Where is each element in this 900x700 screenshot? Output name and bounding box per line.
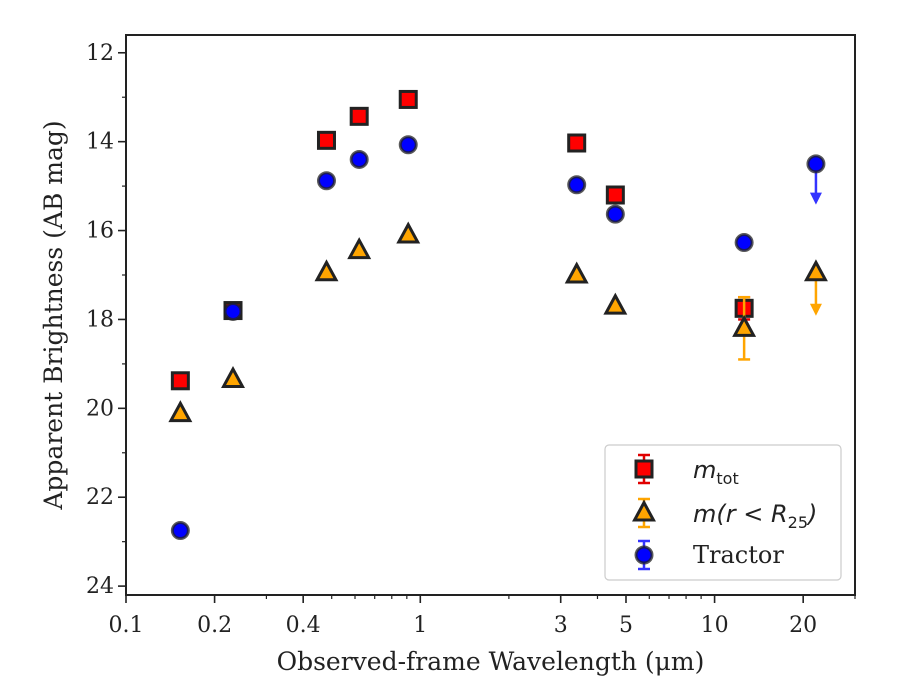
- tractor-point: [605, 204, 625, 224]
- m_tot-point: [316, 130, 336, 150]
- tractor-point: [316, 171, 336, 191]
- tractor-point: [349, 149, 369, 169]
- x-tick-label: 1: [413, 613, 427, 638]
- x-tick-label: 20: [789, 613, 817, 638]
- m_r25-point: [732, 314, 757, 337]
- x-axis-label: Observed-frame Wavelength (μm): [277, 647, 705, 676]
- m_r25-point: [803, 259, 828, 282]
- m_r25-point: [314, 259, 339, 282]
- legend-label-main: m: [693, 456, 716, 484]
- legend-marker-tractor: [634, 545, 654, 565]
- legend: mtot m(r < R25) Tractor: [604, 444, 842, 581]
- m_tot-point: [605, 185, 625, 205]
- plot-frame: [125, 34, 856, 596]
- m_r25-point: [564, 261, 589, 284]
- m_tot-point: [349, 106, 369, 126]
- x-tick-label: 0.2: [197, 613, 232, 638]
- x-tick-label: 10: [701, 613, 729, 638]
- x-tick-label: 0.4: [286, 613, 321, 638]
- legend-label-m_r25: m(r < R25): [693, 500, 817, 532]
- m_r25-point: [396, 221, 421, 244]
- legend-marker-m_tot: [634, 459, 654, 479]
- tractor-point: [734, 233, 754, 253]
- y-tick-label: 12: [86, 41, 114, 66]
- x-tick-label: 5: [619, 613, 633, 638]
- y-tick-label: 24: [86, 574, 114, 599]
- tractor-point: [567, 175, 587, 195]
- m_r25-point: [168, 400, 193, 423]
- y-tick-label: 14: [86, 130, 114, 155]
- legend-marker-m_r25: [632, 499, 656, 522]
- y-axis-label: Apparent Brightness (AB mag): [39, 120, 68, 510]
- legend-label-subscript: 25: [788, 513, 808, 532]
- legend-box: [604, 444, 842, 581]
- legend-label-subscript: tot: [716, 469, 738, 488]
- y-tick-label: 20: [86, 396, 114, 421]
- m_r25-point: [347, 237, 372, 260]
- m_r25-point: [221, 365, 245, 388]
- y-tick-label: 18: [86, 307, 114, 332]
- tractor-point: [170, 521, 190, 541]
- y-tick-label: 22: [86, 485, 114, 510]
- tractor-point: [223, 301, 243, 321]
- markers-layer: [168, 89, 828, 541]
- legend-label-tractor: Tractor: [693, 541, 784, 569]
- tractor-point: [806, 154, 826, 174]
- m_r25-point: [603, 292, 628, 315]
- ticks-layer: 12 14 16 18 20 22 24 0.1 0.2 0.4 1 3 5 10 20: [86, 41, 856, 638]
- m_tot-point: [398, 89, 418, 109]
- x-tick-label: 3: [554, 613, 568, 638]
- y-tick-label: 16: [86, 219, 114, 244]
- m_tot-point: [170, 371, 190, 391]
- legend-label-main: m(r < R: [693, 500, 788, 528]
- m_r25-limit-arrow-head: [809, 303, 822, 316]
- legend-label-tail: ): [806, 500, 817, 528]
- m_tot-point: [567, 133, 587, 153]
- legend-label-m_tot: mtot: [693, 456, 739, 488]
- x-tick-label: 0.1: [109, 613, 144, 638]
- tractor-limit-arrow-head: [809, 192, 822, 205]
- tractor-point: [398, 135, 418, 155]
